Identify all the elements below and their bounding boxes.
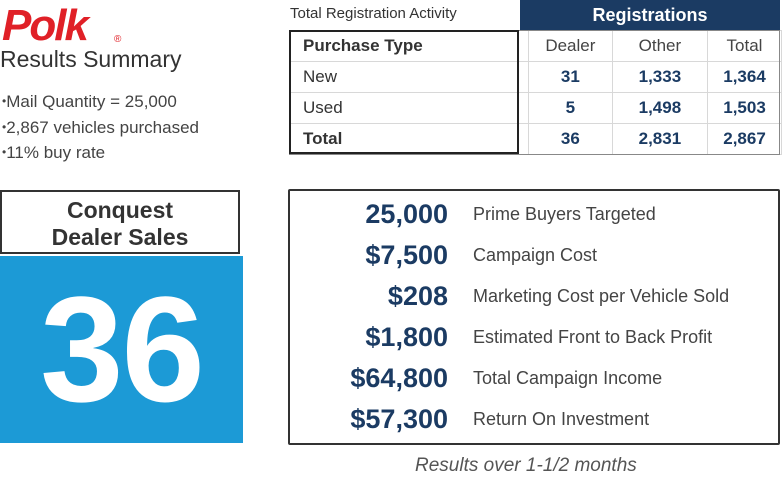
- conquest-line-2: Dealer Sales: [51, 224, 189, 250]
- row-total: 1,503: [707, 92, 782, 124]
- metric-value: $208: [387, 281, 448, 311]
- row-dealer: 5: [527, 92, 613, 124]
- metric-value: 25,000: [365, 199, 448, 229]
- conquest-line-1: Conquest: [66, 197, 174, 223]
- registration-table: Purchase Type Dealer Other Total New 31 …: [289, 30, 782, 155]
- registered-mark: ®: [114, 34, 122, 45]
- registrations-header: Registrations: [520, 0, 780, 30]
- table-row: New 31 1,333 1,364: [289, 61, 782, 93]
- metric-value: $64,800: [350, 363, 448, 393]
- results-summary-title: Results Summary: [0, 46, 182, 72]
- row-type: Used: [289, 92, 529, 124]
- table-header-row: Purchase Type Dealer Other Total: [289, 30, 782, 62]
- column-header-total: Total: [707, 30, 782, 62]
- metric-row: $64,800 Total Campaign Income: [290, 358, 778, 399]
- metric-value: $57,300: [350, 404, 448, 434]
- conquest-sales-value: 36: [0, 256, 243, 443]
- row-total: 1,364: [707, 61, 782, 93]
- metric-label: Marketing Cost per Vehicle Sold: [473, 286, 730, 306]
- metric-row: $1,800 Estimated Front to Back Profit: [290, 317, 778, 358]
- row-other: 1,333: [611, 61, 709, 93]
- results-footnote: Results over 1-1/2 months: [415, 455, 637, 476]
- row-other: 2,831: [611, 123, 709, 155]
- metric-row: $208 Marketing Cost per Vehicle Sold: [290, 276, 778, 317]
- summary-bullets: Mail Quantity = 25,000 2,867 vehicles pu…: [2, 90, 199, 167]
- registration-table-title: Total Registration Activity: [290, 5, 457, 22]
- row-dealer: 36: [527, 123, 613, 155]
- bullet-item: 11% buy rate: [2, 141, 199, 167]
- metric-label: Prime Buyers Targeted: [473, 204, 656, 224]
- logo-wordmark: Polk: [2, 2, 91, 46]
- metric-value: $7,500: [365, 240, 448, 270]
- metric-row: $7,500 Campaign Cost: [290, 235, 778, 276]
- metric-label: Campaign Cost: [473, 245, 598, 265]
- row-dealer: 31: [527, 61, 613, 93]
- metric-label: Estimated Front to Back Profit: [473, 327, 713, 347]
- conquest-dealer-sales-label: Conquest Dealer Sales: [0, 190, 240, 254]
- metric-label: Return On Investment: [473, 409, 650, 429]
- column-header-other: Other: [611, 30, 709, 62]
- column-header-dealer: Dealer: [527, 30, 613, 62]
- campaign-metrics-box: 25,000 Prime Buyers Targeted $7,500 Camp…: [288, 189, 780, 445]
- column-header-purchase-type: Purchase Type: [289, 30, 529, 62]
- row-type: Total: [289, 123, 529, 155]
- table-row: Used 5 1,498 1,503: [289, 92, 782, 124]
- row-total: 2,867: [707, 123, 782, 155]
- row-type: New: [289, 61, 529, 93]
- polk-logo: Polk ®: [2, 2, 122, 46]
- table-total-row: Total 36 2,831 2,867: [289, 123, 782, 155]
- metric-value: $1,800: [365, 322, 448, 352]
- metric-label: Total Campaign Income: [473, 368, 663, 388]
- bullet-item: 2,867 vehicles purchased: [2, 116, 199, 142]
- metric-row: 25,000 Prime Buyers Targeted: [290, 194, 778, 235]
- metric-row: $57,300 Return On Investment: [290, 399, 778, 440]
- row-other: 1,498: [611, 92, 709, 124]
- bullet-item: Mail Quantity = 25,000: [2, 90, 199, 116]
